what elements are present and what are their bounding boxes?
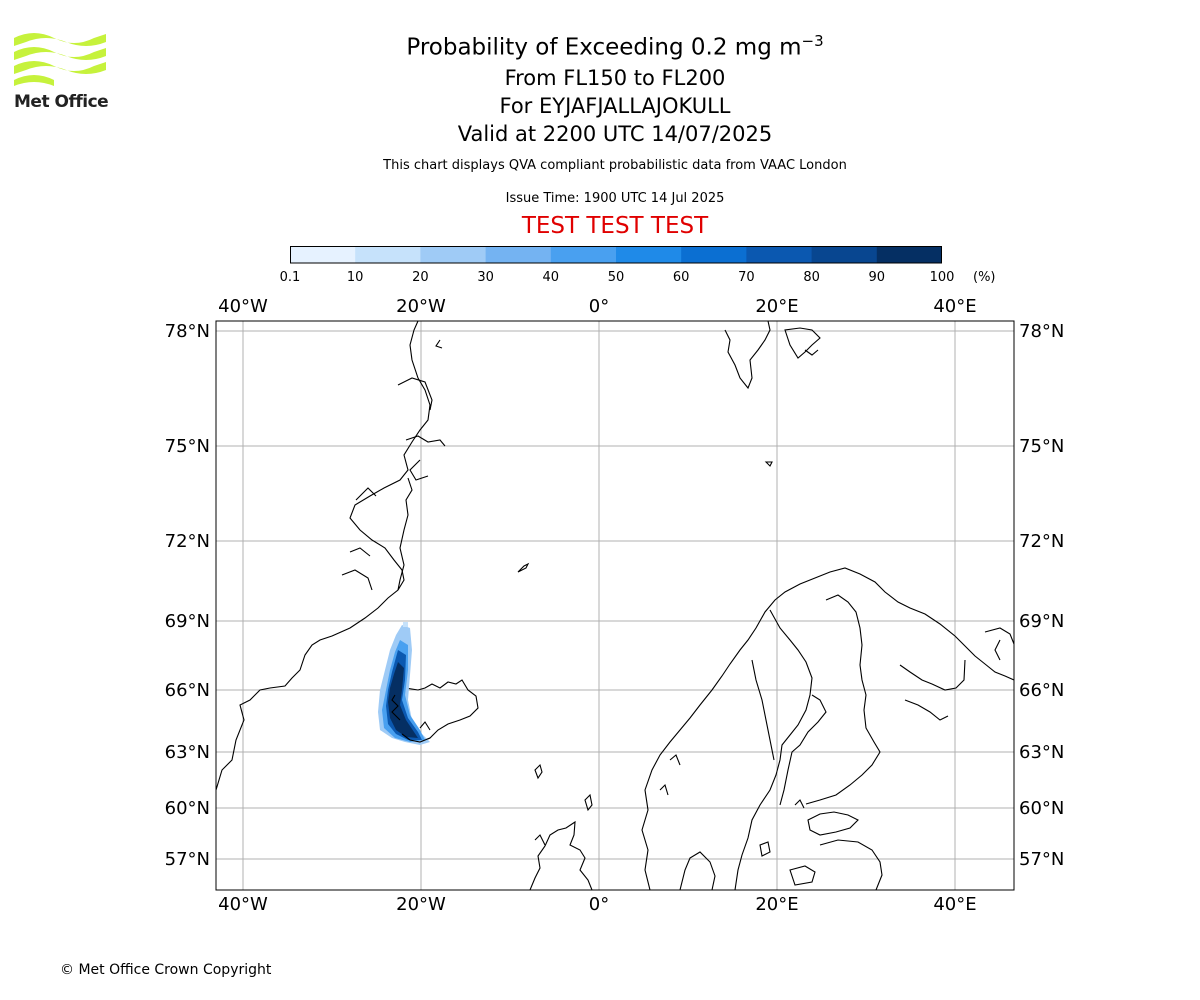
colorbar-segment	[811, 246, 878, 263]
colorbar-segment	[681, 246, 747, 263]
latitude-label: 66°N	[1019, 680, 1064, 701]
scandinavia-coast	[641, 567, 1014, 890]
issue-time: Issue Time: 1900 UTC 14 Jul 2025	[505, 191, 725, 206]
colorbar-tick-label: 30	[477, 270, 494, 285]
test-banner: TEST TEST TEST	[521, 213, 709, 239]
colorbar-tick-label: 90	[868, 270, 886, 285]
ash-plume	[378, 622, 430, 745]
latitude-label: 60°N	[1019, 798, 1064, 819]
colorbar-unit: (%)	[973, 270, 996, 285]
latitude-label: 60°N	[165, 798, 210, 819]
latitude-label: 75°N	[165, 436, 210, 457]
longitude-label: 20°E	[755, 296, 798, 317]
latitude-label: 75°N	[1019, 436, 1064, 457]
longitude-label: 40°W	[218, 894, 268, 915]
longitude-label: 40°E	[933, 296, 976, 317]
latitude-label: 69°N	[1019, 611, 1064, 632]
latitude-label: 57°N	[165, 849, 210, 870]
colorbar-tick-label: 20	[412, 270, 429, 285]
longitude-label: 0°	[589, 894, 609, 915]
met-office-logo-icon	[14, 33, 106, 86]
colorbar-frame	[290, 246, 942, 264]
longitude-label: 0°	[589, 296, 609, 317]
svalbard-coast	[724, 321, 771, 390]
volcano-name: For EYJAFJALLAJOKULL	[499, 93, 731, 118]
latitude-label: 63°N	[165, 742, 210, 763]
colorbar-tick-label: 70	[738, 270, 755, 285]
coastlines	[216, 321, 1014, 890]
title-block: Probability of Exceeding 0.2 mg m−3 From…	[0, 26, 1200, 148]
colorbar-tick-label: 50	[607, 270, 625, 285]
longitude-label: 40°E	[933, 894, 976, 915]
latitude-label: 78°N	[165, 321, 210, 342]
colorbar-segment	[550, 246, 617, 263]
latitude-label: 63°N	[1019, 742, 1064, 763]
colorbar-segment	[876, 246, 942, 263]
chart-description: This chart displays QVA compliant probab…	[383, 158, 847, 173]
colorbar-segment	[616, 246, 682, 263]
map-frame	[215, 320, 1015, 891]
colorbar-segment	[355, 246, 421, 263]
latitude-label: 69°N	[165, 611, 210, 632]
longitude-label: 20°E	[755, 894, 798, 915]
colorbar-tick-label: 10	[346, 270, 364, 285]
colorbar-tick-label: 60	[672, 270, 690, 285]
chart-title: Probability of Exceeding 0.2 mg m−3	[406, 32, 824, 61]
colorbar-segment	[746, 246, 813, 263]
flight-level-range: From FL150 to FL200	[504, 65, 726, 90]
colorbar-tick-label: 100	[929, 270, 955, 285]
colorbar-tick-label: 40	[542, 270, 560, 285]
greenland-coast	[216, 321, 431, 791]
colorbar	[290, 246, 942, 264]
colorbar-tick-label: 80	[803, 270, 820, 285]
latitude-label: 78°N	[1019, 321, 1064, 342]
longitude-label: 20°W	[396, 296, 446, 317]
latitude-label: 57°N	[1019, 849, 1064, 870]
colorbar-segment	[420, 246, 487, 263]
colorbar-segment	[290, 246, 356, 263]
longitude-label: 20°W	[396, 894, 446, 915]
latitude-label: 72°N	[1019, 531, 1064, 552]
scotland-coast	[529, 820, 593, 890]
colorbar-segment	[485, 246, 552, 263]
logo-text: Met Office	[14, 92, 109, 112]
latitude-label: 72°N	[165, 531, 210, 552]
gridlines	[216, 321, 1014, 890]
latitude-label: 66°N	[165, 680, 210, 701]
longitude-label: 40°W	[218, 296, 268, 317]
colorbar-tick-label: 0.1	[279, 270, 301, 285]
valid-time: Valid at 2200 UTC 14/07/2025	[457, 121, 773, 146]
copyright-notice: © Met Office Crown Copyright	[60, 962, 272, 978]
